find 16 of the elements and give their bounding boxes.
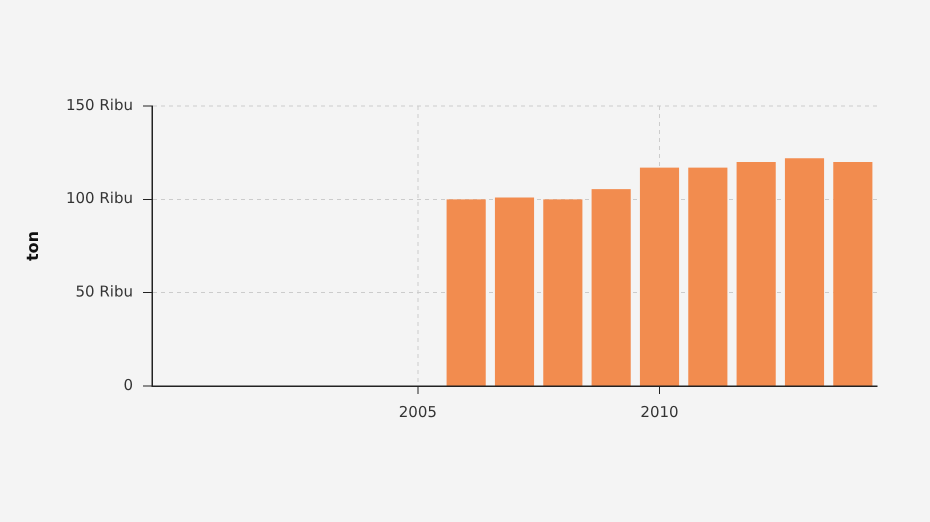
- bar: [833, 162, 872, 386]
- bar: [640, 168, 680, 386]
- y-tick-label: 0: [123, 376, 133, 394]
- bar: [543, 199, 582, 386]
- y-tick-label: 150 Ribu: [66, 96, 133, 114]
- bar: [446, 199, 486, 386]
- bar: [592, 189, 631, 386]
- x-tick-label: 2005: [398, 402, 437, 421]
- bar: [736, 162, 776, 386]
- y-tick-label: 50 Ribu: [76, 282, 133, 301]
- bar: [688, 168, 728, 386]
- bar: [784, 158, 824, 386]
- x-tick-label: 2010: [640, 402, 679, 421]
- y-tick-label: 100 Ribu: [66, 189, 133, 208]
- bar: [494, 197, 534, 386]
- y-axis-title: ton: [22, 230, 42, 262]
